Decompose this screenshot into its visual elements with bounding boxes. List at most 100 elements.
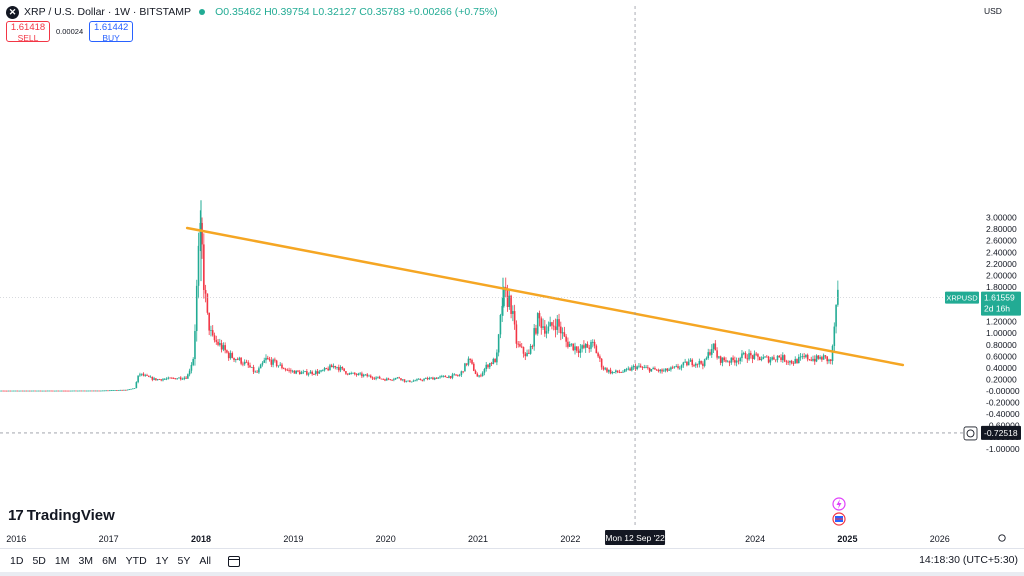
candle-body (188, 370, 191, 375)
candle-body (71, 390, 74, 392)
tradingview-brand-name: TradingView (26, 507, 115, 524)
candle-body (293, 370, 296, 374)
lightning-icon (836, 499, 842, 509)
candle-body (236, 359, 239, 360)
range-6m[interactable]: 6M (102, 555, 117, 567)
candle-body (385, 378, 388, 381)
candle-body (774, 359, 777, 361)
symbol-title[interactable]: XRP / U.S. Dollar · 1W · BITSTAMP (24, 6, 192, 18)
candle-body (57, 390, 60, 392)
candle-body (750, 353, 752, 356)
candle-body (226, 350, 228, 353)
candle-body (66, 390, 68, 392)
candle-body (561, 332, 564, 334)
xrp-logo-icon: ✕ (6, 5, 19, 19)
candle-body (210, 330, 212, 331)
candle-body (645, 367, 647, 369)
range-all[interactable]: All (199, 555, 212, 567)
candle-body (85, 390, 88, 392)
candle-body (467, 358, 470, 365)
currency-selector[interactable]: USD (984, 6, 1002, 16)
last-price-badge (981, 291, 1021, 316)
candle-body (91, 390, 93, 392)
candle-body (641, 367, 644, 368)
candle-body (810, 359, 813, 361)
candle-body (513, 311, 516, 325)
candle-body (110, 390, 113, 392)
candle-body (639, 365, 642, 368)
candle-body (359, 373, 361, 375)
trendline[interactable] (185, 226, 905, 367)
candle-body (172, 377, 175, 379)
range-1y[interactable]: 1Y (155, 555, 169, 567)
candle-body (547, 326, 550, 332)
candle-body (771, 357, 773, 360)
candle-body (609, 369, 612, 374)
candle-body (748, 353, 750, 360)
candle-body (698, 361, 701, 365)
candle-body (229, 353, 232, 359)
candle-body (156, 379, 159, 381)
candle-body (320, 370, 322, 372)
sell-button[interactable]: 1.61418 SELL (6, 21, 50, 43)
candle-body (279, 364, 282, 366)
candle-body (778, 355, 781, 358)
candle-body (661, 369, 663, 372)
candle-body (250, 366, 253, 368)
candle-body (718, 356, 720, 358)
candle-body (799, 356, 802, 358)
candlestick-series (0, 200, 839, 392)
clock-timezone[interactable]: 14:18:30 (UTC+5:30) (919, 554, 1018, 566)
candle-body (350, 373, 353, 374)
time-axis[interactable]: 2016201720182019202020212022320242025202… (6, 534, 950, 544)
range-1d[interactable]: 1D (10, 555, 24, 567)
range-5d[interactable]: 5D (32, 555, 46, 567)
candle-body (819, 357, 821, 359)
candle-body (311, 371, 313, 375)
range-ytd[interactable]: YTD (125, 555, 147, 567)
candle-body (780, 357, 782, 361)
candle-body (551, 322, 553, 326)
candle-body (806, 354, 809, 360)
add-alert-button[interactable] (963, 426, 978, 441)
candle-body (457, 375, 459, 377)
range-1m[interactable]: 1M (54, 555, 70, 567)
candle-body (5, 390, 8, 392)
candle-body (776, 355, 779, 360)
candle-body (124, 389, 127, 391)
candle-body (544, 326, 546, 334)
tradingview-logo[interactable]: 17 TradingView (8, 507, 115, 524)
candle-body (654, 368, 656, 370)
buy-button[interactable]: 1.61442 BUY (89, 21, 134, 43)
candle-body (631, 367, 633, 371)
range-5y[interactable]: 5Y (177, 555, 191, 567)
candle-body (606, 368, 608, 372)
axis-settings-icon[interactable] (998, 534, 1006, 542)
candle-body (742, 353, 745, 354)
candle-body (403, 379, 406, 382)
candle-body (751, 355, 754, 360)
candle-body (144, 375, 147, 377)
candle-body (636, 366, 638, 370)
range-3m[interactable]: 3M (78, 555, 94, 567)
candle-body (336, 367, 338, 368)
x-tick-label: 2022 (560, 534, 580, 544)
candle-body (20, 390, 22, 392)
candle-body (64, 390, 67, 392)
candle-body (282, 368, 285, 369)
candle-body (657, 370, 660, 372)
candle-body (785, 361, 788, 363)
candle-body (622, 371, 624, 373)
candle-body (684, 361, 686, 363)
candle-body (664, 368, 667, 371)
candle-body (272, 359, 274, 365)
candle-body (789, 360, 791, 363)
candle-body (162, 379, 164, 381)
candle-body (693, 365, 695, 366)
candle-body (760, 359, 763, 361)
candle-body (577, 350, 580, 353)
event-markers[interactable] (832, 497, 846, 526)
calendar-icon[interactable] (228, 555, 241, 567)
